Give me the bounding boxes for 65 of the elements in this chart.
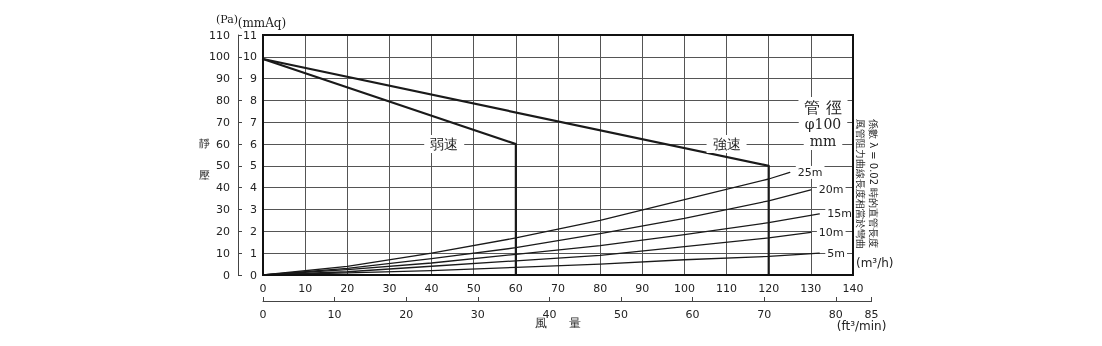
x2-tick-label: 80 xyxy=(828,308,843,321)
series-label: 10m xyxy=(818,225,844,239)
text: 係數 λ = 0.02 時的直管長度 xyxy=(867,119,879,249)
x-tick-label: 0 xyxy=(259,282,267,295)
series-label: 25m xyxy=(797,165,823,179)
series-label: 5m xyxy=(827,246,845,260)
x2-tick-label: 30 xyxy=(470,308,485,321)
y2-tick-label: 30 xyxy=(216,203,230,217)
text: 風管阻力曲線長度相當於彎曲 xyxy=(854,119,866,249)
y2-tick-label: 50 xyxy=(216,159,230,173)
y2-tick-label: 0 xyxy=(223,268,230,282)
x-tick-label: 90 xyxy=(635,282,650,295)
y-tick-label: 10 xyxy=(243,50,257,64)
x-tick-label: 70 xyxy=(551,282,565,295)
y2-tick-label: 70 xyxy=(216,115,230,129)
y2-tick-label: 20 xyxy=(216,224,230,238)
x2-tick-label: 20 xyxy=(399,308,414,321)
x-tick-label: 30 xyxy=(382,282,397,295)
x-tick-label: 50 xyxy=(466,282,481,295)
y2-axis-title: (Pa) xyxy=(215,13,238,26)
y2-tick-label: 40 xyxy=(216,181,230,195)
x-tick-label: 100 xyxy=(673,282,695,295)
x-tick-label: 20 xyxy=(340,282,355,295)
annotation: 管 徑 xyxy=(804,97,842,117)
series-label: 20m xyxy=(818,183,844,197)
annotation: φ100 xyxy=(804,116,842,132)
y-tick-label: 3 xyxy=(250,203,257,217)
y-tick-label: 1 xyxy=(250,246,257,260)
y-tick-label: 0 xyxy=(250,268,257,282)
text: (mmAq) xyxy=(237,16,287,30)
x-tick-label: 140 xyxy=(842,282,864,295)
x-tick-label: 110 xyxy=(716,282,738,295)
y-tick-label: 7 xyxy=(250,115,257,129)
x-tick-label: 80 xyxy=(593,282,608,295)
x2-tick-label: 50 xyxy=(614,308,628,321)
x2-tick-label: 10 xyxy=(327,308,342,321)
x2-axis-title: (ft³/min) xyxy=(836,319,887,333)
y-tick-label: 6 xyxy=(250,137,257,151)
y-tick-label: 4 xyxy=(250,181,257,195)
y-tick-label: 9 xyxy=(250,72,257,86)
y2-tick-label: 60 xyxy=(216,137,230,151)
y-tick-label: 5 xyxy=(250,159,257,173)
y2-tick-label: 100 xyxy=(209,50,230,64)
y-tick-label: 8 xyxy=(250,93,257,107)
x-tick-label: 120 xyxy=(758,282,780,295)
y2-tick-label: 10 xyxy=(216,246,230,260)
y-tick-label: 11 xyxy=(243,28,257,42)
x2-tick-label: 0 xyxy=(259,308,267,321)
x2-tick-label: 85 xyxy=(864,308,879,321)
y-tick-label: 2 xyxy=(250,224,257,238)
text: 靜壓 xyxy=(198,136,210,182)
series-label: 15m xyxy=(827,207,852,221)
y2-tick-label: 110 xyxy=(209,28,230,42)
x-tick-label: 10 xyxy=(298,282,313,295)
x-tick-label: 40 xyxy=(424,282,439,295)
x2-tick-label: 70 xyxy=(757,308,772,321)
x-tick-label: 130 xyxy=(800,282,822,295)
annotation: 弱速 xyxy=(430,136,459,153)
y2-tick-label: 80 xyxy=(216,93,230,107)
x-tick-label: 60 xyxy=(508,282,523,295)
y2-tick-label: 90 xyxy=(216,72,230,86)
annotation: 強速 xyxy=(712,136,741,153)
x2-tick-label: 60 xyxy=(685,308,700,321)
text: (m³/h) xyxy=(856,256,894,270)
annotation: mm xyxy=(809,133,837,149)
